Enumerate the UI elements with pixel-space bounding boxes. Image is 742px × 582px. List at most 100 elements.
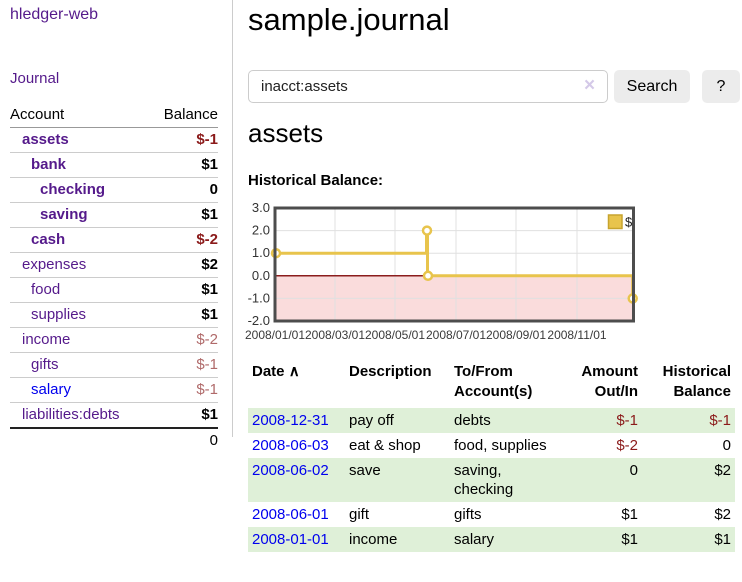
transaction-date-link[interactable]: 2008-06-03 xyxy=(252,437,329,454)
account-link-gifts[interactable]: gifts xyxy=(31,356,59,373)
account-row: liabilities:debts $1 xyxy=(10,402,218,428)
y-tick: 2.0 xyxy=(252,223,270,238)
account-balance: $-1 xyxy=(149,377,218,403)
register-amount: $-2 xyxy=(616,437,638,454)
account-name: food xyxy=(10,277,150,303)
transaction-date-link[interactable]: 2008-01-01 xyxy=(252,531,329,548)
account-link-supplies[interactable]: supplies xyxy=(31,306,87,323)
search-form: × Search ? xyxy=(248,70,742,103)
account-row: gifts $-1 xyxy=(10,352,218,378)
accounts-header-account: Account xyxy=(10,103,150,128)
register-amount: $1 xyxy=(621,506,638,523)
account-balance: 0 xyxy=(149,177,218,203)
y-tick: 3.0 xyxy=(252,200,270,215)
register-balance: 0 xyxy=(722,437,731,454)
x-tick: 2008/05/01 xyxy=(365,328,425,342)
x-tick: 2008/09/01 xyxy=(486,328,546,342)
clear-search-icon[interactable]: × xyxy=(584,75,596,96)
register-header-accounts: To/From Account(s) xyxy=(454,363,533,400)
chart-negative-region xyxy=(276,275,633,320)
accounts-total-spacer xyxy=(10,427,150,453)
register-row: 2008-06-01 gift gifts $1 $2 xyxy=(248,502,735,527)
account-name: assets xyxy=(10,127,150,153)
account-balance: $1 xyxy=(149,152,218,178)
register-row: 2008-01-01 income salary $1 $1 xyxy=(248,527,735,552)
account-balance: $-1 xyxy=(149,127,218,153)
search-input[interactable] xyxy=(248,70,608,103)
register-row: 2008-06-03 eat & shop food, supplies $-2… xyxy=(248,433,735,458)
account-link-food[interactable]: food xyxy=(31,281,61,298)
register-header-amount: Amount Out/In xyxy=(581,363,638,400)
accounts-header-row: Account Balance xyxy=(10,103,218,128)
account-balance: $-1 xyxy=(149,352,218,378)
account-link-checking[interactable]: checking xyxy=(40,181,106,198)
account-balance: $1 xyxy=(149,302,218,328)
account-row: supplies $1 xyxy=(10,302,218,328)
register-table: Date ∧ Description To/From Account(s) Am… xyxy=(248,360,735,552)
sidebar-divider xyxy=(232,0,233,437)
register-amount: $-1 xyxy=(616,412,638,429)
account-row: cash $-2 xyxy=(10,227,218,253)
register-accounts: debts xyxy=(454,412,491,429)
legend-label: $ xyxy=(625,215,633,230)
register-header-date[interactable]: Date ∧ xyxy=(248,360,345,408)
account-name: expenses xyxy=(10,252,150,278)
accounts-table: Account Balance assets $-1 bank $1 check… xyxy=(10,103,218,453)
account-name: liabilities:debts xyxy=(10,402,150,428)
accounts-header-balance: Balance xyxy=(149,103,218,128)
account-link-saving[interactable]: saving xyxy=(40,206,88,223)
page-title: sample.journal xyxy=(248,2,450,37)
register-accounts: gifts xyxy=(454,506,482,523)
account-heading: assets xyxy=(248,118,324,148)
transaction-date-link[interactable]: 2008-06-01 xyxy=(252,506,329,523)
register-description: income xyxy=(349,531,398,548)
transaction-date-link[interactable]: 2008-06-02 xyxy=(252,462,329,479)
register-date: 2008-12-31 xyxy=(248,408,345,433)
account-balance: $1 xyxy=(149,202,218,228)
sidebar-item-journal[interactable]: Journal xyxy=(10,70,60,87)
account-name: income xyxy=(10,327,150,353)
chart-x-axis-labels: 2008/01/01 2008/03/01 2008/05/01 2008/07… xyxy=(245,328,607,342)
account-balance: $2 xyxy=(149,252,218,278)
register-header-balance: Historical Balance xyxy=(662,363,731,400)
account-balance: $1 xyxy=(149,277,218,303)
chart-svg: $ 3.0 2.0 1.0 0.0 -1.0 -2.0 2008/01/01 2… xyxy=(245,200,638,342)
y-tick: 0.0 xyxy=(252,268,270,283)
register-balance: $-1 xyxy=(709,412,731,429)
account-balance: $1 xyxy=(149,402,218,428)
account-link-expenses[interactable]: expenses xyxy=(22,256,87,273)
register-balance: $2 xyxy=(714,506,731,523)
account-link-bank[interactable]: bank xyxy=(31,156,67,173)
chart-heading: Historical Balance: xyxy=(248,172,384,189)
register-date: 2008-06-01 xyxy=(248,502,345,527)
account-row: salary $-1 xyxy=(10,377,218,403)
app-title-link[interactable]: hledger-web xyxy=(10,6,99,23)
register-accounts: food, supplies xyxy=(454,437,547,454)
sort-ascending-icon: ∧ xyxy=(288,363,300,380)
x-tick: 2008/01/01 xyxy=(245,328,305,342)
register-description: pay off xyxy=(349,412,394,429)
y-tick: -2.0 xyxy=(248,313,270,328)
account-balance: $-2 xyxy=(149,327,218,353)
register-date: 2008-01-01 xyxy=(248,527,345,552)
account-row: checking 0 xyxy=(10,177,218,203)
register-balance: $2 xyxy=(714,462,731,479)
account-link-income[interactable]: income xyxy=(22,331,71,348)
register-date: 2008-06-02 xyxy=(248,458,345,502)
account-link-cash[interactable]: cash xyxy=(31,231,66,248)
search-button[interactable]: Search xyxy=(614,70,690,103)
account-name: bank xyxy=(10,152,150,178)
register-date: 2008-06-03 xyxy=(248,433,345,458)
account-row: assets $-1 xyxy=(10,127,218,153)
account-name: saving xyxy=(10,202,150,228)
register-accounts: salary xyxy=(454,531,495,548)
historical-balance-chart: $ 3.0 2.0 1.0 0.0 -1.0 -2.0 2008/01/01 2… xyxy=(245,200,640,347)
account-link-liabilities-debts[interactable]: liabilities:debts xyxy=(22,406,120,423)
register-balance: $1 xyxy=(714,531,731,548)
account-link-assets[interactable]: assets xyxy=(22,131,69,148)
transaction-date-link[interactable]: 2008-12-31 xyxy=(252,412,329,429)
account-link-salary[interactable]: salary xyxy=(31,381,72,398)
register-accounts: saving, checking xyxy=(454,462,514,498)
help-button[interactable]: ? xyxy=(702,70,740,103)
account-row: expenses $2 xyxy=(10,252,218,278)
